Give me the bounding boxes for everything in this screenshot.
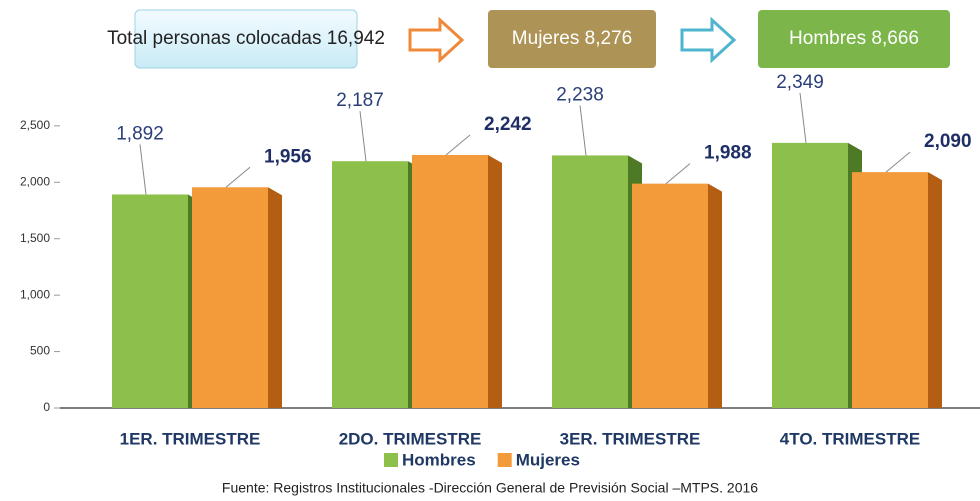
data-label: 2,238: [556, 84, 604, 105]
data-label: 1,988: [704, 143, 752, 164]
bar-side: [708, 183, 722, 408]
y-tick-label: 0: [43, 400, 50, 414]
bar: [852, 172, 928, 408]
bar-side: [268, 187, 282, 408]
leader-line: [445, 134, 471, 156]
y-tick-label: 1,500: [20, 231, 50, 245]
y-tick-label: 2,000: [20, 174, 50, 188]
bar-side: [488, 154, 502, 408]
bar-side: [928, 172, 942, 408]
y-tick-label: 1,000: [20, 287, 50, 301]
total-box: [134, 9, 358, 69]
bar: [552, 155, 628, 408]
x-tick-label: 3ER. TRIMESTRE: [560, 429, 701, 448]
arrow: [408, 16, 465, 64]
legend-swatch: [497, 453, 512, 467]
leader-line: [225, 166, 251, 188]
legend-label: Mujeres: [516, 450, 580, 469]
y-tick-label: 500: [30, 344, 50, 358]
source: Fuente: Registros Institucionales -Direc…: [222, 480, 758, 496]
hombres-text: Hombres 8,666: [789, 28, 919, 49]
leader-line: [665, 163, 691, 185]
x-tick-label: 2DO. TRIMESTRE: [339, 429, 482, 448]
arrow: [680, 16, 737, 64]
data-label: 2,090: [924, 131, 972, 152]
x-tick-label: 1ER. TRIMESTRE: [120, 429, 261, 448]
total-text: Total personas colocadas 16,942: [107, 28, 385, 49]
data-label: 2,187: [336, 90, 384, 111]
bar: [412, 154, 488, 408]
x-tick-label: 4TO. TRIMESTRE: [780, 429, 920, 448]
bar: [772, 142, 848, 409]
mujeres-box: [488, 10, 656, 68]
leader-line: [799, 92, 807, 143]
data-label: 2,349: [776, 72, 824, 93]
data-label: 2,242: [484, 114, 532, 135]
bar: [332, 161, 408, 408]
mujeres-text: Mujeres 8,276: [512, 28, 632, 49]
leader-line: [359, 111, 367, 162]
legend-label: Hombres: [402, 450, 476, 469]
bar: [192, 187, 268, 408]
bar: [632, 183, 708, 408]
leader-line: [139, 144, 147, 195]
hombres-box: [758, 10, 950, 68]
data-label: 1,892: [116, 123, 164, 144]
y-tick-label: 2,500: [20, 118, 50, 132]
bar: [112, 194, 188, 408]
data-label: 1,956: [264, 146, 312, 167]
legend-swatch: [384, 453, 398, 467]
leader-line: [885, 151, 911, 173]
leader-line: [579, 105, 587, 156]
